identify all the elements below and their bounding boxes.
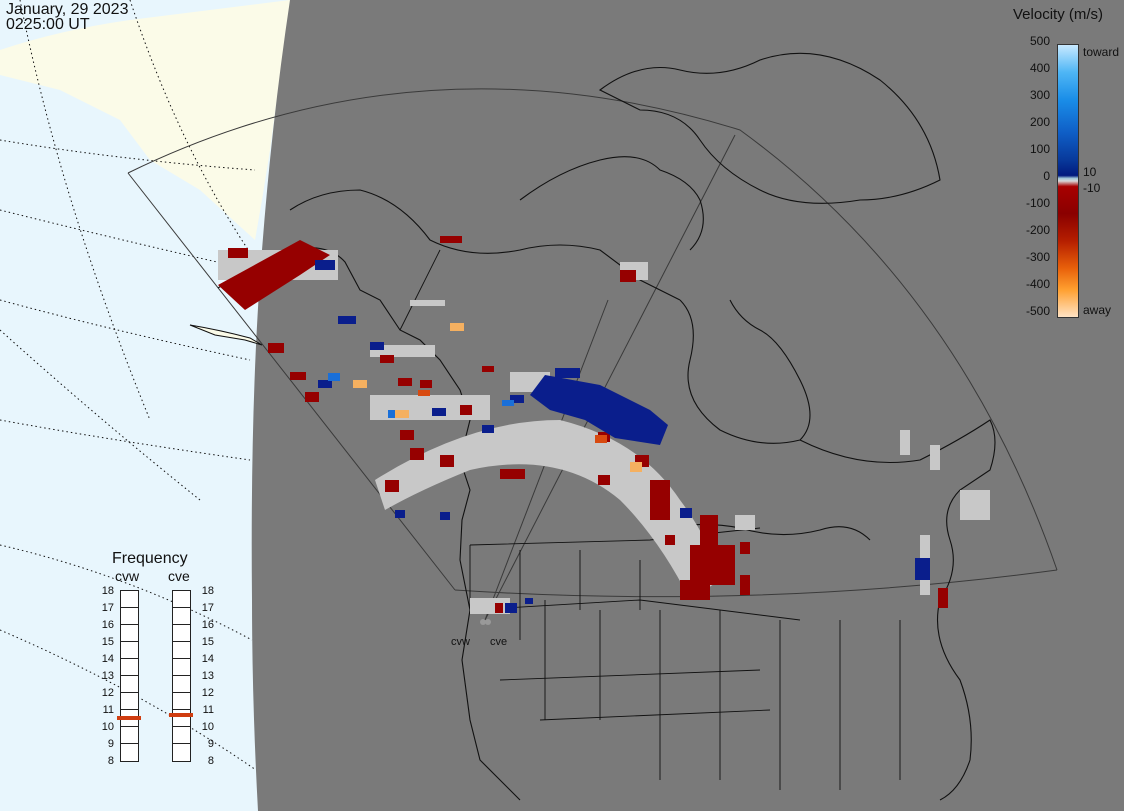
time-label: 0225:00 UT xyxy=(6,16,90,33)
freq-tick-right-2: 16 xyxy=(201,619,214,631)
frequency-cell xyxy=(121,625,138,642)
site-label-cve: cve xyxy=(490,636,508,648)
cve-site-marker xyxy=(485,619,491,625)
frequency-cell xyxy=(121,608,138,625)
toward-velocity-echoes xyxy=(315,260,930,613)
frequency-cell xyxy=(121,591,138,608)
frequency-cell xyxy=(173,710,190,727)
toward-label: toward xyxy=(1083,45,1120,59)
velocity-tick-8: -300 xyxy=(1025,250,1050,264)
frequency-cell xyxy=(173,591,190,608)
away-label: away xyxy=(1083,303,1112,317)
velocity-tick-5: 0 xyxy=(1043,169,1050,183)
radar-name-cve: cve xyxy=(168,568,190,584)
site-label-cvw: cvw xyxy=(451,636,470,648)
frequency-cell xyxy=(121,744,138,760)
frequency-gauge-cve xyxy=(172,590,191,762)
freq-tick-right-7: 11 xyxy=(202,704,214,716)
freq-tick-left-2: 16 xyxy=(101,619,114,631)
frequency-cell xyxy=(173,625,190,642)
velocity-tick-4: 100 xyxy=(1029,142,1050,156)
frequency-marker-cve xyxy=(169,713,193,718)
freq-tick-left-0: 18 xyxy=(101,585,114,597)
frequency-cell xyxy=(173,693,190,710)
velocity-tick-1: 400 xyxy=(1029,61,1050,75)
cvw-site-marker xyxy=(480,619,486,625)
frequency-cell xyxy=(121,693,138,710)
freq-tick-left-10: 8 xyxy=(107,755,114,767)
freq-tick-left-7: 11 xyxy=(102,704,114,716)
freq-tick-left-1: 17 xyxy=(101,602,114,614)
freq-tick-right-9: 9 xyxy=(207,738,214,750)
velocity-tick-9: -400 xyxy=(1025,277,1050,291)
frequency-cell xyxy=(121,727,138,744)
frequency-cell xyxy=(121,642,138,659)
freq-tick-left-3: 15 xyxy=(101,636,114,648)
freq-tick-left-9: 9 xyxy=(107,738,114,750)
frequency-cell xyxy=(121,676,138,693)
frequency-gauge-cvw xyxy=(120,590,139,762)
date-label: January, 29 2023 xyxy=(6,1,129,18)
velocity-tick-0: 500 xyxy=(1029,34,1050,48)
freq-tick-right-10: 8 xyxy=(207,755,214,767)
freq-tick-right-8: 10 xyxy=(201,721,214,733)
frequency-cell xyxy=(173,659,190,676)
radar-name-cvw: cvw xyxy=(115,568,140,584)
freq-tick-left-8: 10 xyxy=(101,721,114,733)
away-velocity-echoes xyxy=(218,236,948,613)
positive-threshold-label: 10 xyxy=(1083,165,1097,179)
velocity-tick-7: -200 xyxy=(1025,223,1050,237)
freq-tick-right-5: 13 xyxy=(201,670,214,682)
frequency-marker-cvw xyxy=(117,715,141,720)
freq-tick-right-4: 14 xyxy=(201,653,214,665)
frequency-cell xyxy=(173,676,190,693)
frequency-cell xyxy=(121,710,138,727)
velocity-tick-10: -500 xyxy=(1025,304,1050,318)
medium-away-echoes xyxy=(418,390,607,443)
frequency-cell xyxy=(173,608,190,625)
freq-tick-left-4: 14 xyxy=(101,653,114,665)
frequency-cell xyxy=(173,727,190,744)
velocity-tick-6: -100 xyxy=(1025,196,1050,210)
freq-tick-left-6: 12 xyxy=(101,687,114,699)
daylight-landmass xyxy=(0,0,290,240)
medium-toward-echoes xyxy=(328,373,514,418)
frequency-cell xyxy=(173,744,190,760)
negative-threshold-label: -10 xyxy=(1083,181,1101,195)
frequency-cell xyxy=(173,642,190,659)
freq-tick-right-1: 17 xyxy=(201,602,214,614)
velocity-scale-title: Velocity (m/s) xyxy=(1013,6,1104,23)
freq-tick-right-6: 12 xyxy=(201,687,214,699)
fast-away-echoes xyxy=(353,323,642,472)
frequency-title: Frequency xyxy=(112,550,188,567)
frequency-cell xyxy=(121,659,138,676)
velocity-tick-2: 300 xyxy=(1029,88,1050,102)
velocity-colorbar xyxy=(1057,44,1079,318)
velocity-tick-3: 200 xyxy=(1029,115,1050,129)
political-borders xyxy=(399,249,901,790)
aleutian-peninsula xyxy=(189,324,263,346)
freq-tick-right-0: 18 xyxy=(201,585,214,597)
freq-tick-right-3: 15 xyxy=(201,636,214,648)
freq-tick-left-5: 13 xyxy=(101,670,114,682)
